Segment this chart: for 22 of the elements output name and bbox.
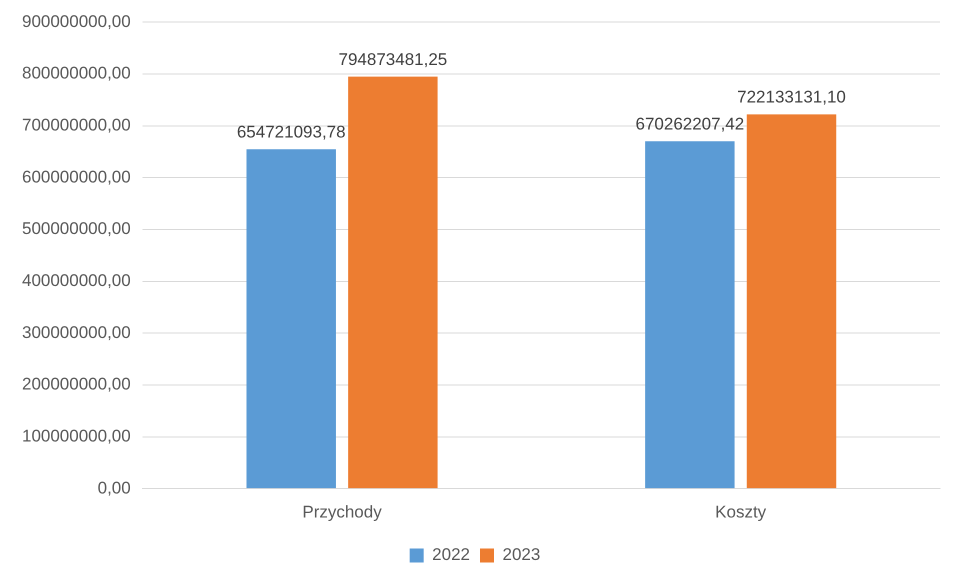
y-tick-label: 500000000,00 [22,219,131,238]
y-tick-label: 0,00 [98,478,131,498]
legend-label: 2022 [432,545,470,564]
y-tick-label: 100000000,00 [22,426,131,446]
y-tick-label: 800000000,00 [22,64,131,83]
data-label: 722133131,10 [737,88,846,107]
y-tick-label: 700000000,00 [22,116,131,135]
x-tick-label: Przychody [302,502,382,522]
bar [348,76,438,488]
legend-label: 2023 [502,545,540,564]
bar [246,149,336,488]
y-tick-label: 400000000,00 [22,271,131,290]
y-tick-label: 600000000,00 [22,167,131,186]
y-tick-label: 300000000,00 [22,322,131,342]
data-label: 794873481,25 [338,50,448,69]
bar [645,141,735,488]
bar [746,114,836,488]
x-tick-label: Koszty [715,502,767,522]
y-tick-label: 200000000,00 [22,374,131,394]
data-label: 654721093,78 [236,122,346,142]
data-label: 670262207,42 [635,114,744,134]
y-tick-label: 900000000,00 [22,12,131,31]
